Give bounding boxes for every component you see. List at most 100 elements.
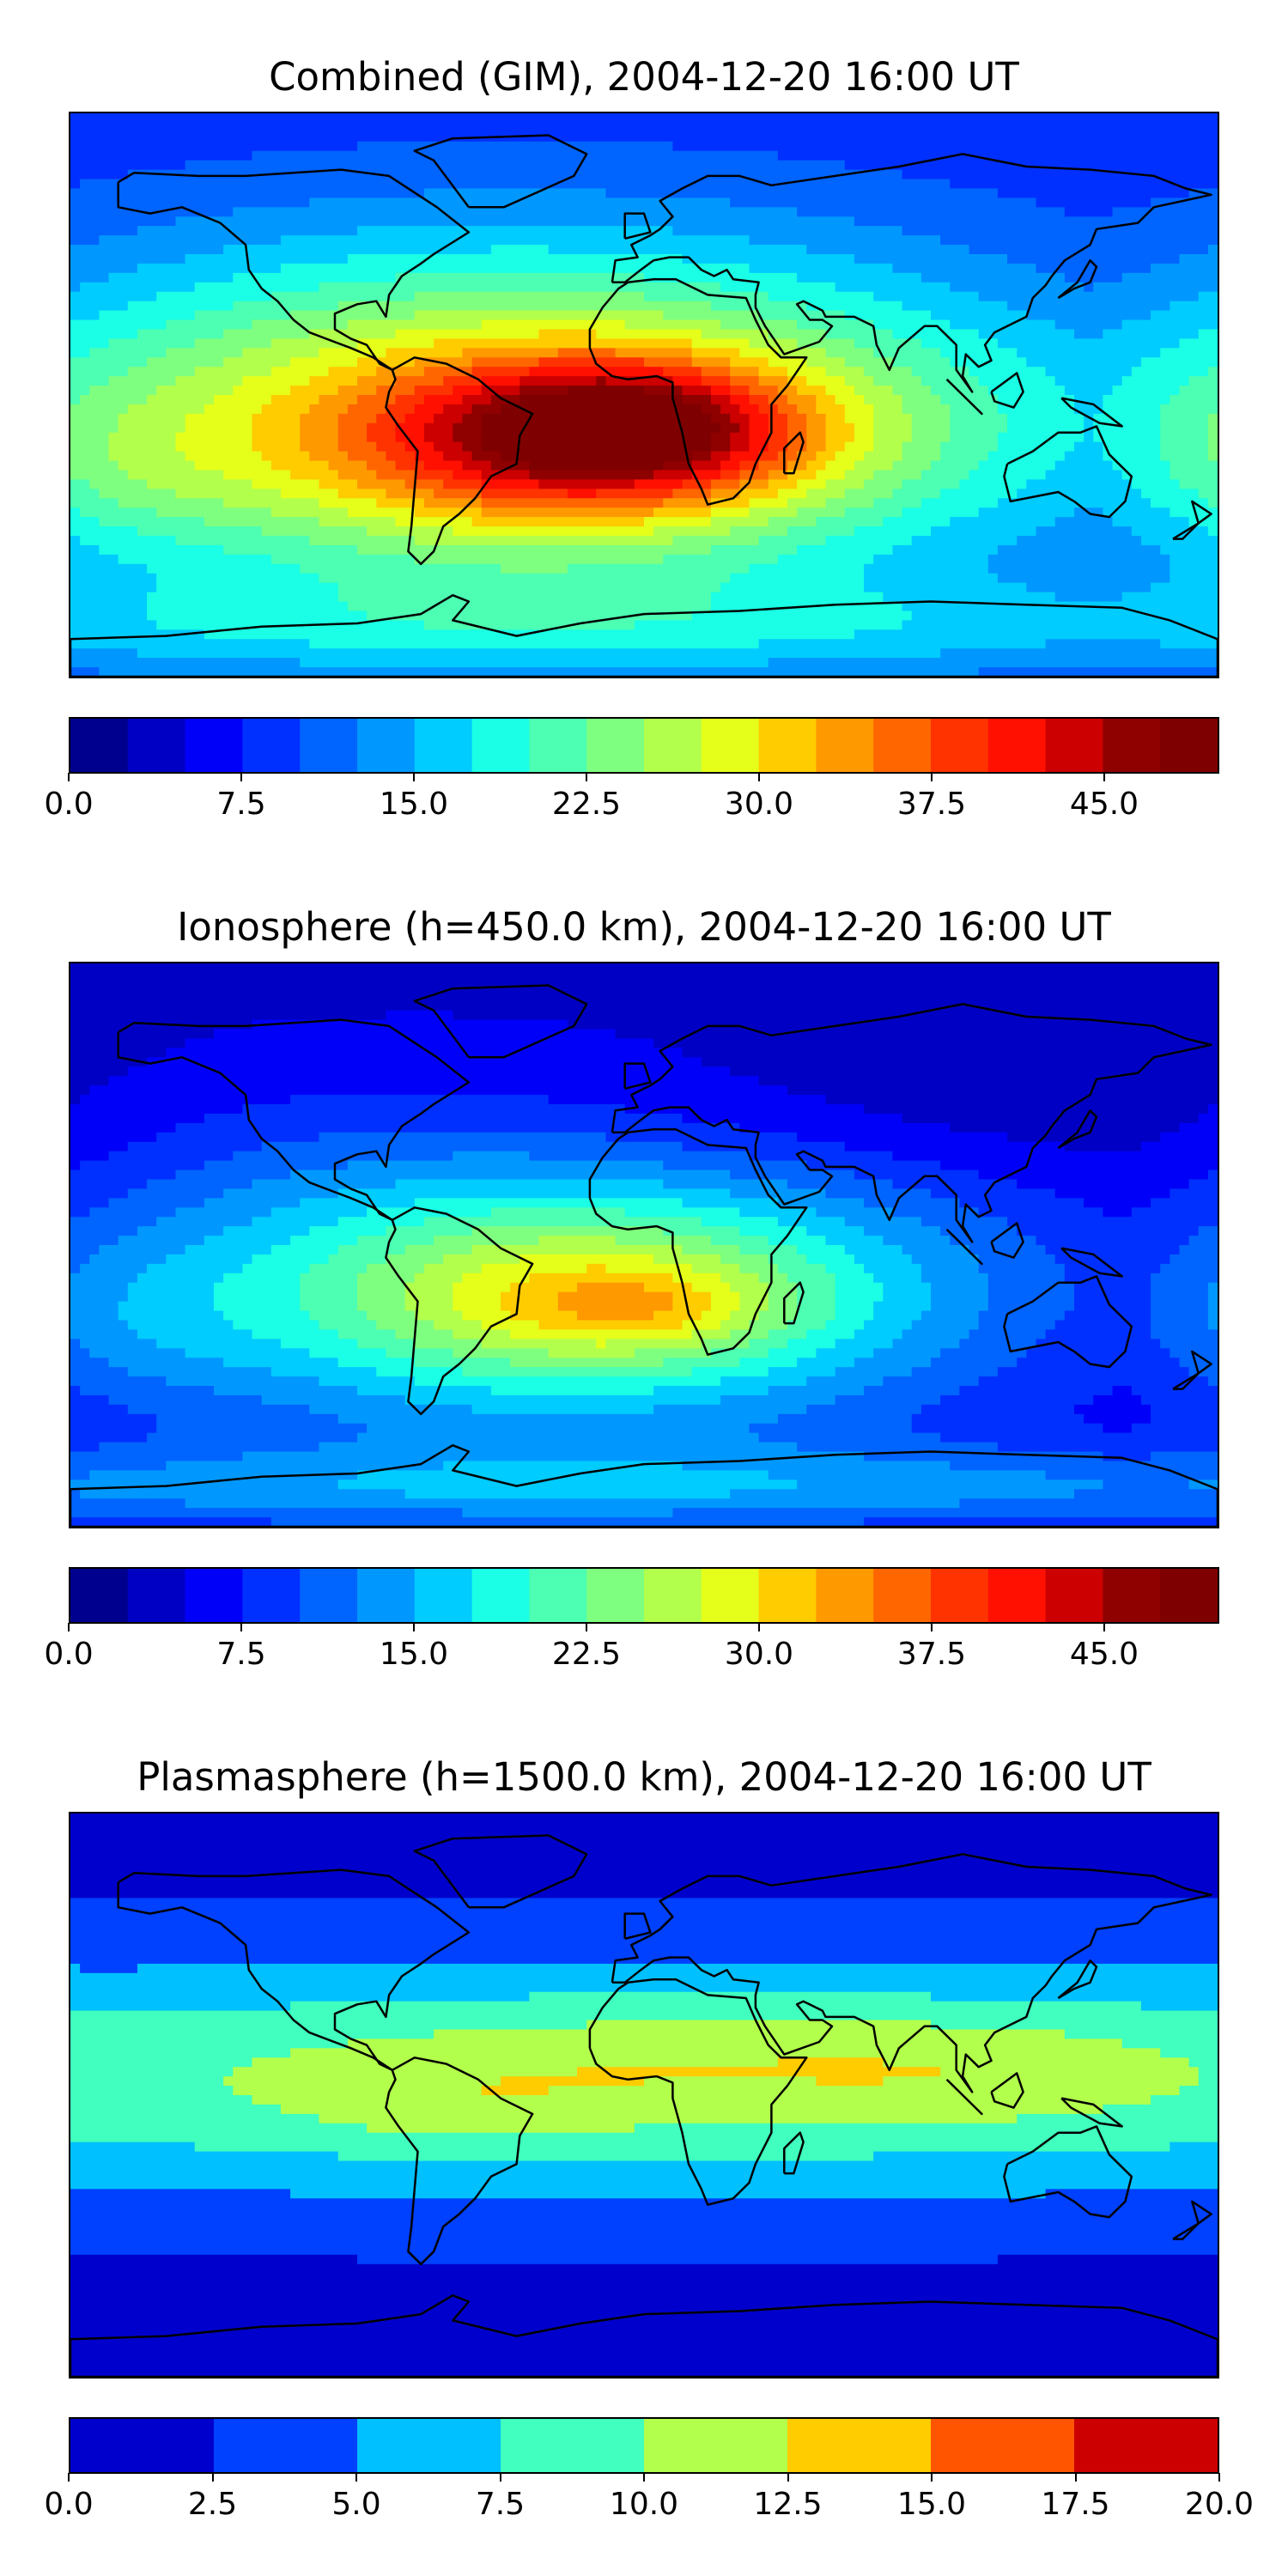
gim-field-cell xyxy=(434,489,483,499)
gim-field-cell xyxy=(940,489,1018,499)
gim-field-cell xyxy=(386,404,416,415)
ionosphere-field-cell xyxy=(883,1236,951,1246)
ionosphere-field-cell xyxy=(70,1151,110,1162)
gim-field-cell xyxy=(653,470,693,480)
gim-field-cell xyxy=(300,432,339,443)
plasmasphere-colorbar-tick xyxy=(355,2473,357,2482)
ionosphere-colorbar-tick-label: 45.0 xyxy=(1069,1637,1139,1672)
plasmasphere-field-cell xyxy=(873,2151,1218,2162)
gim-field-cell xyxy=(1160,413,1209,424)
ionosphere-colorbar-tick xyxy=(758,1623,760,1631)
gim-field-cell xyxy=(337,301,712,312)
gim-field-cell xyxy=(1084,422,1094,434)
plasmasphere-field-cell xyxy=(501,2076,645,2087)
gim-field-cell xyxy=(854,460,894,471)
gim-field-cell xyxy=(1074,404,1103,415)
ionosphere-field-cell xyxy=(892,1179,1018,1189)
gim-field-cell xyxy=(1026,310,1151,321)
gim-field-cell xyxy=(663,310,760,321)
plasmasphere-field-cell xyxy=(70,1869,1218,1880)
gim-field-cell xyxy=(710,517,769,527)
ionosphere-field-cell xyxy=(300,1301,358,1312)
ionosphere-field-cell xyxy=(978,1263,1066,1274)
gim-field-cell xyxy=(873,291,980,302)
ionosphere-colorbar-swatch xyxy=(414,1569,473,1622)
ionosphere-field-cell xyxy=(864,1320,913,1330)
ionosphere-field-cell xyxy=(1151,1198,1218,1208)
gim-field-cell xyxy=(787,395,817,405)
ionosphere-field-cell xyxy=(70,1122,177,1133)
gim-field-cell xyxy=(873,470,922,480)
gim-field-cell xyxy=(739,489,779,499)
gim-field-cell xyxy=(175,489,282,499)
plasmasphere-field-cell xyxy=(70,2339,1218,2349)
ionosphere-field-cell xyxy=(423,1263,483,1274)
ionosphere-field-cell xyxy=(768,1470,1047,1480)
ionosphere-field-cell xyxy=(653,1038,1218,1048)
gim-field-cell xyxy=(1207,367,1218,377)
ionosphere-field-cell xyxy=(950,1122,1181,1133)
gim-field-cell xyxy=(911,432,951,443)
gim-field-cell xyxy=(701,329,769,339)
gim-field-cell xyxy=(749,413,769,424)
plasmasphere-colorbar-tick-label: 5.0 xyxy=(331,2487,381,2522)
ionosphere-field-cell xyxy=(653,1404,807,1415)
gim-field-cell xyxy=(376,367,425,377)
ionosphere-field-cell xyxy=(691,1329,731,1340)
ionosphere-field-cell xyxy=(70,1291,129,1303)
plasmasphere-field-cell xyxy=(70,1841,1218,1852)
gim-field-cell xyxy=(663,554,779,565)
gim-field-cell xyxy=(529,470,654,480)
gim-field-cell xyxy=(357,338,434,349)
ionosphere-field-cell xyxy=(80,1095,291,1105)
ionosphere-colorbar-tick xyxy=(931,1623,933,1631)
ionosphere-field-cell xyxy=(70,1432,148,1443)
plasmasphere-field-cell xyxy=(290,2189,1047,2199)
ionosphere-colorbar-swatch xyxy=(357,1569,416,1622)
ionosphere-field-cell xyxy=(108,1151,234,1162)
gim-field-cell xyxy=(864,451,903,462)
gim-field-cell xyxy=(892,460,932,471)
gim-field-cell xyxy=(280,489,339,499)
ionosphere-field-cell xyxy=(806,1160,941,1171)
gim-field-cell xyxy=(1074,395,1103,405)
gim-field-cell xyxy=(357,226,673,236)
gim-field-cell xyxy=(434,413,464,424)
plasmasphere-field-cell xyxy=(70,2273,1218,2284)
ionosphere-coastlines xyxy=(70,984,1218,1527)
gim-field-cell xyxy=(854,422,874,434)
gim-field-cell xyxy=(1179,254,1218,264)
ionosphere-field-cell xyxy=(386,1226,473,1236)
ionosphere-field-cell xyxy=(357,1282,406,1293)
plasmasphere-field-cell xyxy=(347,2038,1123,2049)
gim-field-cell xyxy=(70,301,129,312)
plasmasphere-field-cell xyxy=(70,2282,1218,2293)
ionosphere-coastline xyxy=(1060,1247,1123,1278)
gim-field-cell xyxy=(1121,272,1218,283)
ionosphere-field-cell xyxy=(787,1273,836,1284)
ionosphere-field-cell xyxy=(1207,1291,1218,1303)
gim-field-cell xyxy=(825,413,846,424)
ionosphere-field-cell xyxy=(309,1263,368,1274)
gim-field-cell xyxy=(1064,386,1114,396)
ionosphere-field-cell xyxy=(376,1320,434,1330)
gim-field-cell xyxy=(1054,319,1123,331)
gim-field-cell xyxy=(414,386,453,396)
ionosphere-colorbar-swatch xyxy=(471,1569,530,1622)
gim-field-cell xyxy=(300,563,501,574)
gim-field-cell xyxy=(490,245,550,255)
ionosphere-field-cell xyxy=(672,1291,712,1303)
ionosphere-field-cell xyxy=(127,1141,263,1152)
ionosphere-field-cell xyxy=(739,1122,951,1133)
gim-field-cell xyxy=(768,517,817,527)
gim-field-cell xyxy=(911,422,951,434)
gim-field-cell xyxy=(70,648,138,659)
plasmasphere-field-cell xyxy=(70,1963,81,1974)
ionosphere-field-cell xyxy=(70,1141,129,1152)
gim-field-cell xyxy=(634,479,683,489)
ionosphere-field-cell xyxy=(691,1263,740,1274)
gim-colorbar-swatch xyxy=(987,719,1047,772)
ionosphere-field-cell xyxy=(730,1310,760,1321)
gim-field-cell xyxy=(1151,310,1218,321)
ionosphere-colorbar-tick-label: 0.0 xyxy=(44,1637,94,1672)
